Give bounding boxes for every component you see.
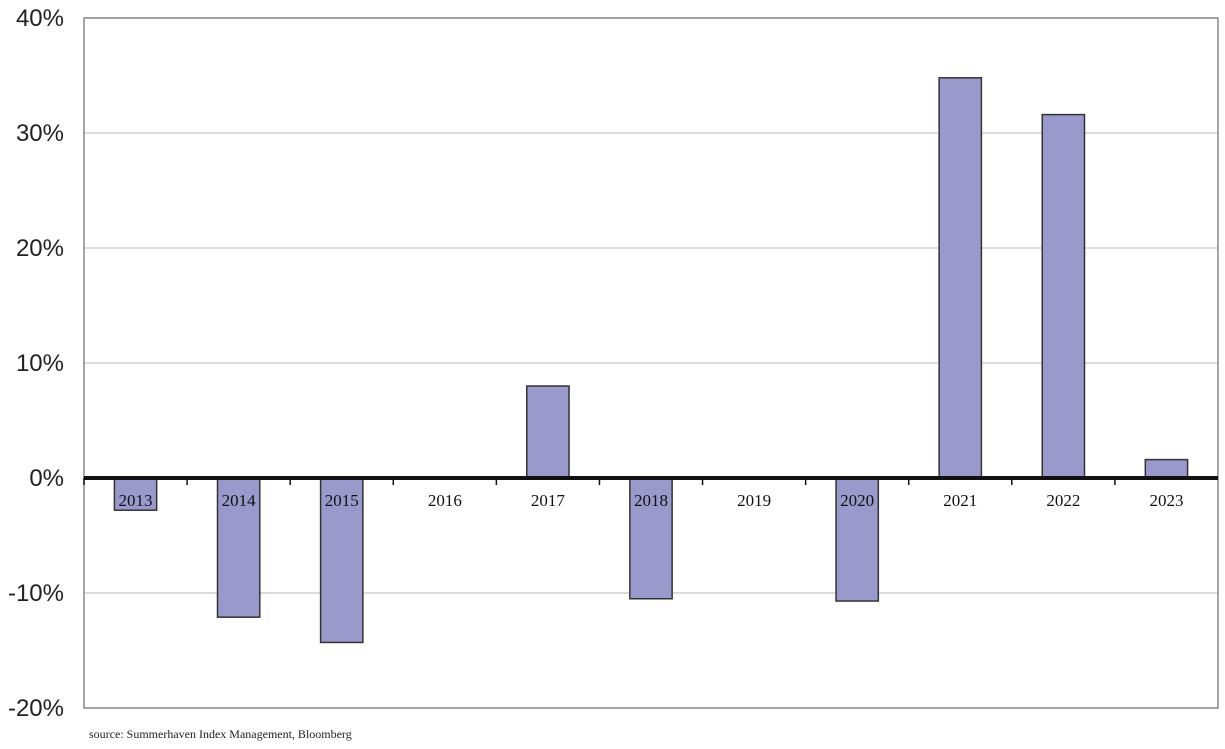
source-note: source: Summerhaven Index Management, Bl…	[89, 727, 352, 741]
x-tick-label: 2015	[325, 491, 359, 510]
y-tick-label: -20%	[8, 695, 64, 722]
y-tick-label: 20%	[16, 235, 64, 262]
y-tick-label: 0%	[29, 465, 64, 492]
x-tick-label: 2016	[428, 491, 462, 510]
x-tick-label: 2023	[1149, 491, 1183, 510]
y-tick-label: -10%	[8, 580, 64, 607]
x-tick-label: 2020	[840, 491, 874, 510]
bar-2023	[1144, 458, 1189, 479]
x-tick-label: 2014	[222, 491, 257, 510]
bar-2015	[319, 477, 364, 644]
x-tick-label: 2021	[943, 491, 977, 510]
x-tick-label: 2022	[1046, 491, 1080, 510]
bar-2017	[526, 385, 570, 479]
y-tick-label: 30%	[16, 120, 64, 147]
bar-2020	[835, 477, 880, 602]
y-tick-label: 40%	[16, 5, 64, 32]
y-axis-tick-labels: 40% 30% 20% 10% 0% -10% -20%	[8, 5, 64, 722]
plot-area-border	[83, 17, 1219, 709]
y-tick-label: 10%	[16, 350, 64, 377]
x-tick-label: 2017	[531, 491, 566, 510]
bars	[113, 77, 1189, 644]
bar-2018	[629, 477, 673, 600]
x-tick-label: 2019	[737, 491, 771, 510]
bar-2022	[1041, 113, 1086, 479]
x-tick-label: 2018	[634, 491, 668, 510]
x-axis-tick-labels: 2013 2014 2015 2016 2017 2018 2019 2020 2021 2022…	[83, 478, 1183, 510]
bar-2013	[113, 477, 158, 511]
x-tick-label: 2013	[119, 491, 153, 510]
bar-2021	[938, 77, 983, 479]
